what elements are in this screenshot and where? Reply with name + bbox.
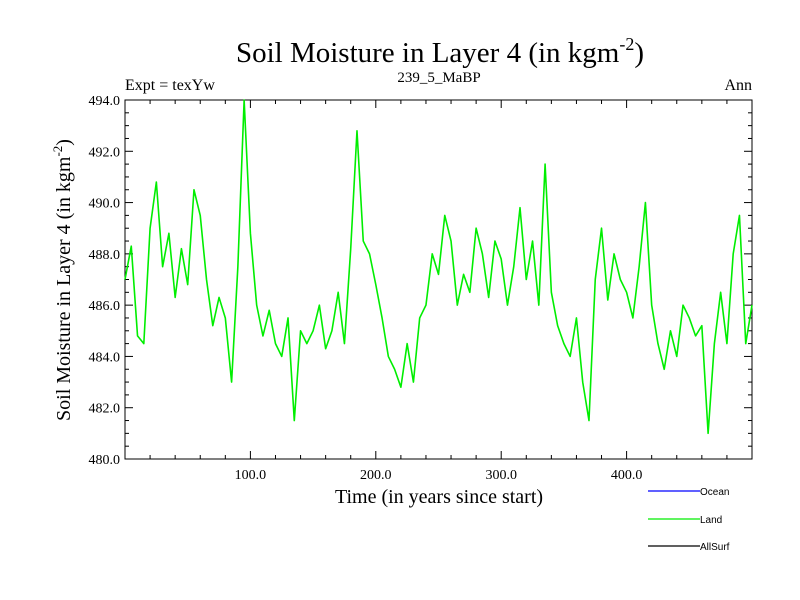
y-tick-label: 486.0 <box>89 299 121 314</box>
plot-frame <box>124 99 753 460</box>
y-tick-label: 484.0 <box>89 350 121 365</box>
chart-title: Soil Moisture in Layer 4 (in kgm-2) <box>236 34 644 69</box>
y-tick-label: 494.0 <box>89 94 121 109</box>
series-lines <box>124 99 753 435</box>
experiment-label: Expt = texYw <box>125 77 215 94</box>
x-tick-label: 300.0 <box>485 468 517 483</box>
axis-ticks: 480.0 482.0 484.0 486.0 488.0 490.0 492.0 494.0… <box>89 94 752 483</box>
x-tick-label: 100.0 <box>235 468 267 483</box>
x-tick-label: 200.0 <box>360 468 392 483</box>
y-tick-label: 480.0 <box>89 453 121 468</box>
y-tick-label: 490.0 <box>89 197 121 212</box>
legend-label-ocean: Ocean <box>700 487 729 498</box>
y-tick-label: 488.0 <box>89 248 121 263</box>
series-line-land <box>124 99 753 435</box>
legend: Ocean Land AllSurf <box>648 487 730 553</box>
x-axis-label: Time (in years since start) <box>335 486 543 508</box>
season-label: Ann <box>724 77 752 94</box>
y-axis-label: Soil Moisture in Layer 4 (in kgm-2) <box>50 139 75 421</box>
legend-label-land: Land <box>700 515 722 526</box>
legend-label-allsurf: AllSurf <box>700 542 730 553</box>
y-tick-label: 482.0 <box>89 402 121 417</box>
y-tick-label: 492.0 <box>89 145 121 160</box>
x-tick-label: 400.0 <box>611 468 643 483</box>
run-label: 239_5_MaBP <box>397 70 480 86</box>
